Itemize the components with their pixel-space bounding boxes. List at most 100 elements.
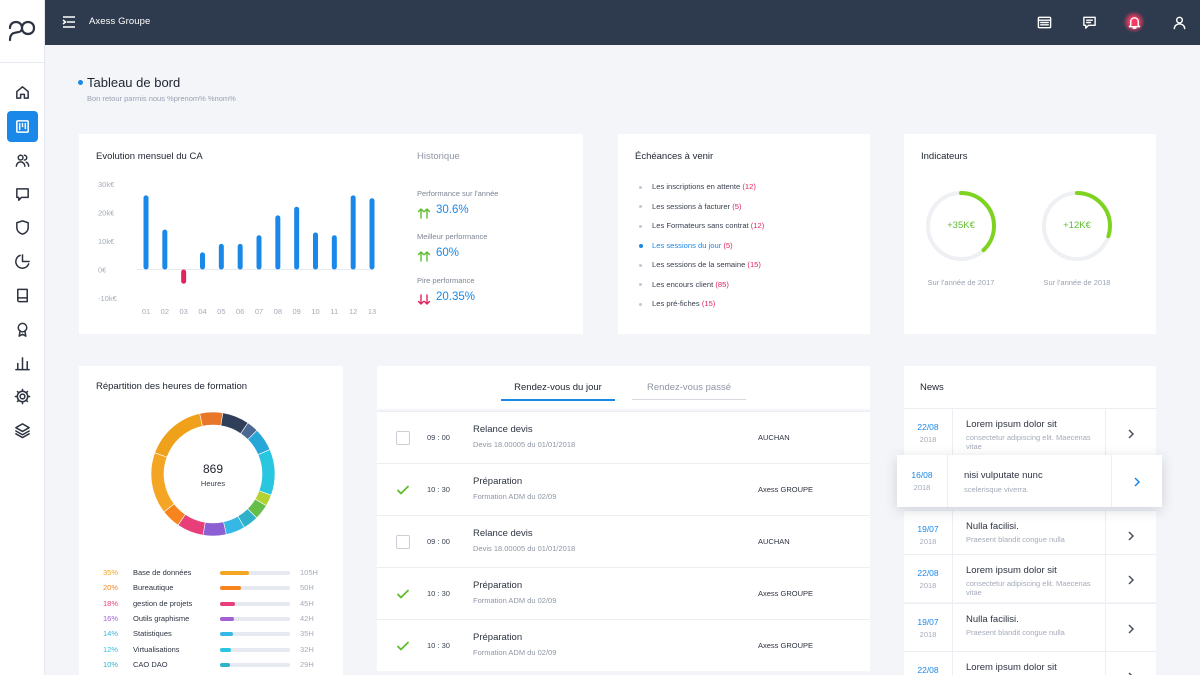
rendezvous-subtitle: Devis 18.00005 du 01/01/2018	[473, 440, 576, 449]
ca-bar[interactable]	[369, 198, 375, 270]
y-tick-label: 0€	[98, 266, 107, 275]
rendezvous-subtitle: Formation ADM du 02/09	[473, 596, 557, 605]
news-item[interactable]: 19/07 2018 Nulla facilisi. Praesent blandit…	[904, 510, 1156, 559]
news-date: 22/08 2018	[904, 422, 952, 444]
news-day: 22/08	[917, 422, 939, 432]
chevron-right-icon[interactable]	[1125, 670, 1137, 675]
news-divider	[952, 511, 953, 559]
checkmark-icon[interactable]	[396, 483, 410, 497]
gear-icon[interactable]	[7, 381, 38, 412]
chevron-right-icon[interactable]	[1125, 427, 1137, 439]
legend-bar-fill	[220, 571, 250, 575]
news-item[interactable]: 16/08 2018 nisi vulputate nunc scelerisque …	[897, 455, 1162, 507]
news-item[interactable]: 22/08 2018 Lorem ipsum dolor sit consectetu…	[904, 554, 1156, 603]
echeance-item[interactable]: Les sessions du jour (5)	[652, 241, 733, 250]
shield-icon[interactable]	[7, 212, 38, 243]
history-title: Historique	[417, 151, 460, 162]
news-divider	[1105, 604, 1106, 652]
ca-bar[interactable]	[294, 206, 300, 270]
news-item[interactable]: 22/08 2018 Lorem ipsum dolor sit consectetu…	[904, 408, 1156, 457]
news-divider	[952, 409, 953, 457]
rendezvous-row[interactable]: 10 : 30 Préparation Formation ADM du 02/09…	[377, 619, 870, 671]
rendezvous-time: 10 : 30	[427, 485, 450, 494]
donut-segment[interactable]	[150, 452, 175, 513]
layers-icon[interactable]	[7, 415, 38, 446]
app-title: Axess Groupe	[89, 16, 151, 27]
checkmark-icon[interactable]	[396, 587, 410, 601]
user-icon[interactable]	[1168, 11, 1190, 33]
rendezvous-row[interactable]: 10 : 30 Préparation Formation ADM du 02/09…	[377, 567, 870, 619]
ca-bar[interactable]	[181, 269, 187, 284]
chat-icon[interactable]	[7, 179, 38, 210]
calendar-icon[interactable]	[1033, 11, 1055, 33]
dashboard-icon[interactable]	[7, 111, 38, 142]
checkbox[interactable]	[396, 535, 410, 549]
news-divider	[1105, 555, 1106, 603]
rendezvous-card: Rendez-vous du jour Rendez-vous passé 09…	[377, 366, 870, 675]
news-item[interactable]: 22/08 Lorem ipsum dolor sit	[904, 651, 1156, 675]
news-title: Nulla facilisi.	[966, 614, 1019, 625]
news-day: 16/08	[911, 470, 933, 480]
users-icon[interactable]	[7, 145, 38, 176]
ca-bar[interactable]	[331, 235, 337, 270]
ca-bar[interactable]	[275, 215, 281, 270]
ca-bar[interactable]	[350, 195, 356, 270]
echeance-count: (12)	[750, 221, 765, 230]
echeance-item[interactable]: Les inscriptions en attente (12)	[652, 182, 756, 191]
ring-progress	[926, 191, 996, 261]
bell-icon[interactable]	[1123, 11, 1145, 33]
echeance-item[interactable]: Les sessions de la semaine (15)	[652, 260, 761, 269]
pie-chart-icon[interactable]	[7, 246, 38, 277]
donut-segment[interactable]	[202, 521, 227, 537]
ca-bar[interactable]	[162, 229, 168, 270]
ca-bar[interactable]	[218, 243, 224, 270]
donut-segment[interactable]	[154, 413, 203, 458]
donut-segment[interactable]	[199, 411, 224, 427]
echeance-item[interactable]: Les encours client (85)	[652, 280, 729, 289]
list-bullet	[639, 302, 642, 306]
legend-percent: 12%	[103, 644, 119, 654]
legend-name: Bureautique	[133, 583, 174, 593]
rendezvous-title: Préparation	[473, 476, 523, 487]
tab-rendezvous-passe[interactable]: Rendez-vous passé	[632, 382, 746, 400]
legend-percent: 16%	[103, 613, 119, 623]
echeance-item[interactable]: Les pré-fiches (15)	[652, 299, 715, 308]
rendezvous-row[interactable]: 10 : 30 Préparation Formation ADM du 02/09…	[377, 463, 870, 515]
ca-bar[interactable]	[200, 252, 205, 270]
news-year: 2018	[919, 537, 937, 546]
rendezvous-row[interactable]: 09 : 00 Relance devis Devis 18.00005 du 01…	[377, 411, 870, 463]
news-date: 22/08 2018	[904, 568, 952, 590]
ca-bar[interactable]	[256, 235, 262, 270]
echeance-item[interactable]: Les sessions à facturer (5)	[652, 202, 742, 211]
ca-bar[interactable]	[313, 232, 318, 270]
echeance-label: Les pré-fiches	[652, 299, 700, 308]
app-logo[interactable]	[6, 14, 38, 46]
echeance-item[interactable]: Les Formateurs sans contrat (12)	[652, 221, 764, 230]
news-divider	[1105, 409, 1106, 457]
home-icon[interactable]	[7, 77, 38, 108]
chevron-right-icon[interactable]	[1125, 529, 1137, 541]
news-body: scelerisque viverra.	[964, 485, 1029, 494]
echeance-count: (15)	[747, 260, 761, 269]
hours-donut-chart	[150, 411, 276, 537]
rendezvous-row[interactable]: 09 : 00 Relance devis Devis 18.00005 du 01…	[377, 515, 870, 567]
bar-chart-icon[interactable]	[7, 348, 38, 379]
chevron-right-icon[interactable]	[1125, 622, 1137, 634]
award-icon[interactable]	[7, 314, 38, 345]
news-item[interactable]: 19/07 2018 Nulla facilisi. Praesent blandit…	[904, 603, 1156, 652]
menu-icon[interactable]	[61, 14, 77, 30]
book-icon[interactable]	[7, 280, 38, 311]
tab-rendezvous-jour[interactable]: Rendez-vous du jour	[501, 382, 615, 401]
chevron-right-icon[interactable]	[1125, 573, 1137, 585]
legend-percent: 14%	[103, 629, 119, 639]
rendezvous-title: Relance devis	[473, 424, 533, 435]
checkbox[interactable]	[396, 431, 410, 445]
chevron-right-icon[interactable]	[1131, 475, 1143, 487]
echeances-card: Échéances à venir Les inscriptions en at…	[618, 134, 870, 334]
y-tick-label: 20k€	[98, 209, 115, 218]
checkmark-icon[interactable]	[396, 639, 410, 653]
message-icon[interactable]	[1078, 11, 1100, 33]
ca-bar[interactable]	[237, 243, 243, 270]
ca-bar[interactable]	[143, 195, 149, 270]
legend-hours: 32H	[300, 644, 314, 654]
